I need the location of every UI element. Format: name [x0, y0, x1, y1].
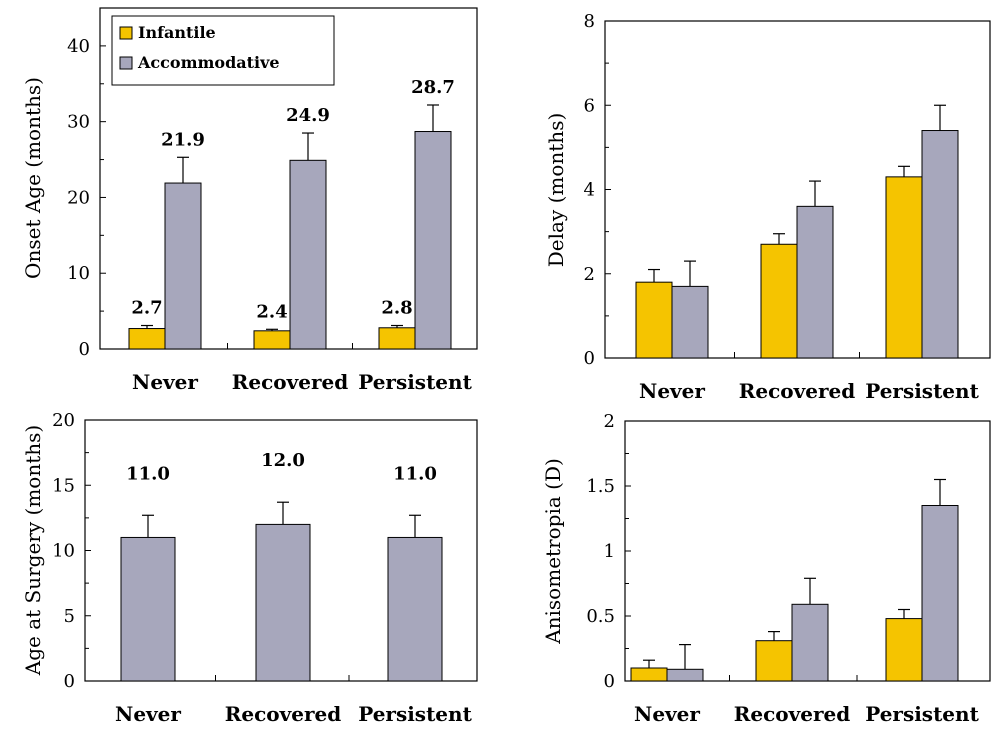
- data-label: 11.0: [126, 463, 170, 484]
- category-label: Never: [132, 370, 198, 394]
- y-tick-label: 5: [64, 606, 75, 627]
- y-tick-label: 0: [604, 671, 615, 692]
- bar-infantile: [378, 327, 416, 350]
- bar-infantile: [885, 618, 923, 682]
- legend-swatch-infantile: [119, 26, 133, 40]
- bar-accommodative: [921, 130, 959, 359]
- y-tick-label: 10: [67, 263, 90, 284]
- y-tick-label: 0: [79, 339, 90, 360]
- category-label: Persistent: [358, 702, 472, 726]
- data-label: 28.7: [411, 77, 455, 98]
- category-label: Recovered: [739, 379, 855, 403]
- y-tick-label: 30: [67, 112, 90, 133]
- panel-4: 0 0.5 1 1.5 2 Anisometropia (D) Never Recovered…: [541, 411, 991, 726]
- y-axis-title: Anisometropia (D): [541, 458, 565, 645]
- bar-infantile: [253, 330, 291, 350]
- data-label: 11.0: [393, 463, 437, 484]
- bar-accommodative: [289, 159, 327, 350]
- y-tick-label: 2: [604, 411, 615, 432]
- data-label: 21.9: [161, 129, 205, 150]
- bar-accommodative: [387, 536, 443, 682]
- bar-accommodative: [671, 285, 709, 359]
- bar-accommodative: [255, 523, 311, 682]
- y-tick-label: 40: [67, 36, 90, 57]
- category-label: Persistent: [358, 370, 472, 394]
- data-label: 12.0: [261, 450, 305, 471]
- bar-infantile: [755, 640, 793, 682]
- bar-accommodative: [414, 131, 452, 350]
- y-tick-label: 10: [52, 541, 75, 562]
- data-label: 2.7: [131, 298, 162, 319]
- panel-2: 0 2 4 6 8 Delay (months) Never Recovered Persist…: [544, 11, 991, 403]
- bar-infantile: [885, 176, 923, 359]
- bar-infantile: [760, 243, 798, 359]
- bar-infantile: [635, 281, 673, 359]
- category-label: Persistent: [865, 702, 979, 726]
- legend-swatch-accommodative: [119, 56, 133, 70]
- category-label: Recovered: [232, 370, 348, 394]
- category-label: Never: [634, 702, 700, 726]
- category-label: Never: [639, 379, 705, 403]
- y-tick-label: 20: [67, 187, 90, 208]
- category-label: Recovered: [734, 702, 850, 726]
- y-tick-label: 15: [52, 475, 75, 496]
- category-label: Never: [115, 702, 181, 726]
- bar-accommodative: [120, 536, 176, 682]
- bar-accommodative: [164, 182, 202, 350]
- y-axis-title: Age at Surgery (months): [21, 425, 45, 676]
- category-label: Recovered: [225, 702, 341, 726]
- legend: Infantile Accommodative: [111, 15, 335, 86]
- y-tick-label: 4: [584, 180, 595, 201]
- legend-label: Infantile: [138, 23, 216, 42]
- y-tick-label: 20: [52, 410, 75, 431]
- bar-accommodative: [796, 205, 834, 359]
- bar-accommodative: [666, 668, 704, 682]
- y-tick-label: 0: [64, 671, 75, 692]
- y-tick-label: 8: [584, 11, 595, 32]
- bar-infantile: [630, 667, 668, 682]
- y-tick-label: 0.5: [586, 606, 615, 627]
- category-label: Persistent: [865, 379, 979, 403]
- legend-label: Accommodative: [137, 53, 280, 72]
- panel-1: 0 10 20 30 40 Onset Age (months) Never Recovere…: [21, 7, 478, 394]
- y-tick-label: 1: [604, 541, 615, 562]
- y-tick-label: 0: [584, 348, 595, 369]
- y-tick-label: 2: [584, 264, 595, 285]
- y-tick-label: 1.5: [586, 476, 615, 497]
- bar-infantile: [128, 328, 166, 350]
- y-tick-label: 6: [584, 95, 595, 116]
- data-label: 24.9: [286, 105, 330, 126]
- panel-3: 0 5 10 15 20 Age at Surgery (months) Never Reco…: [21, 410, 478, 726]
- data-label: 2.8: [381, 298, 412, 319]
- y-axis-title: Delay (months): [544, 113, 568, 268]
- data-label: 2.4: [256, 301, 287, 322]
- bar-accommodative: [791, 603, 829, 682]
- bar-accommodative: [921, 505, 959, 682]
- y-axis-title: Onset Age (months): [21, 77, 45, 279]
- legend-box: [111, 15, 335, 86]
